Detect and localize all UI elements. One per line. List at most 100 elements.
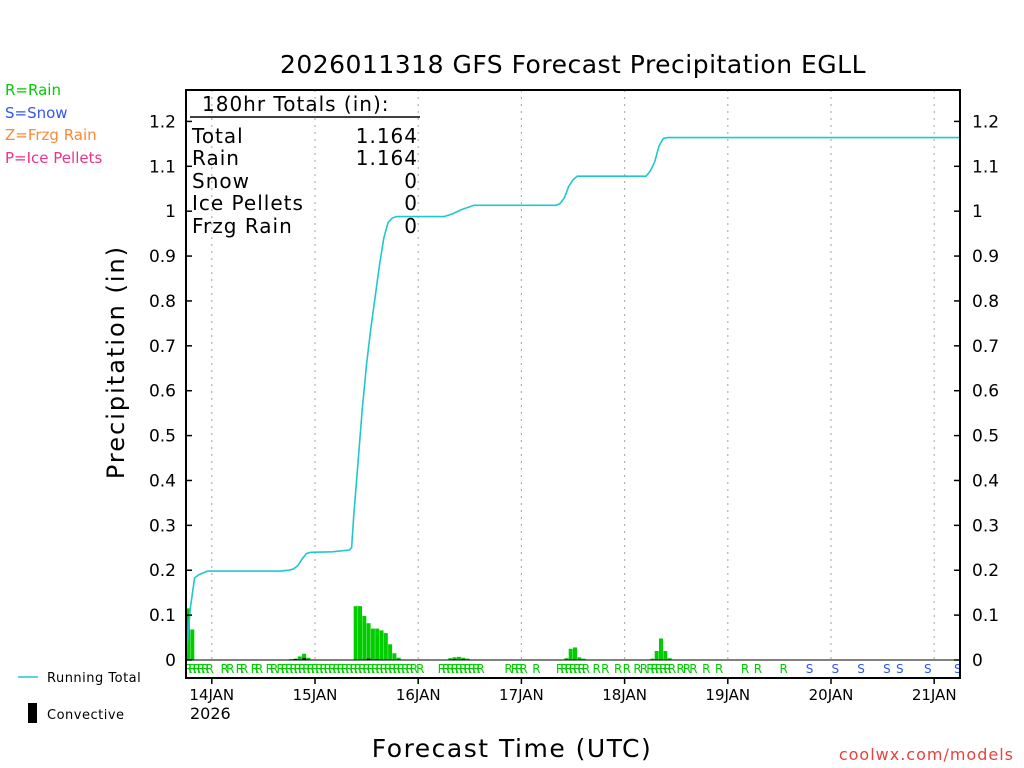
precip-bar [564,658,569,660]
ptype-marker: R [332,662,340,676]
ptype-marker: R [689,662,697,676]
ptype-marker: R [438,662,446,676]
precip-bar [456,656,461,660]
precip-bar [581,658,586,660]
convective-legend-label: Convective [47,708,125,723]
precip-bar [577,657,582,660]
ptype-marker: R [341,662,349,676]
precip-bar [375,628,380,660]
precip-bar [663,651,668,660]
precip-bar [568,648,573,660]
ptype-marker: R [668,662,676,676]
y-tick-label: 0.6 [149,382,176,402]
x-tick-label: 17JAN [499,686,544,704]
ptype-marker: S [857,662,865,676]
ptype-marker: S [883,662,891,676]
ptype-marker: R [345,662,353,676]
ptype-marker: R [397,662,405,676]
ptype-marker: R [350,662,358,676]
y-tick-label: 1.1 [149,157,176,177]
ptype-marker: R [515,662,523,676]
ptype-marker: R [472,662,480,676]
ptype-marker: R [623,662,631,676]
ptype-marker: S [831,662,839,676]
ptype-marker: R [676,662,684,676]
ptype-marker: R [393,662,401,676]
ptype-marker: R [337,662,345,676]
totals-value-rain: 1.164 [356,146,418,170]
ptype-marker: R [577,662,585,676]
y-tick-label: 0.4 [149,471,176,491]
ptype-marker: R [294,662,302,676]
y-tick-label-right: 0.1 [972,606,999,626]
y-tick-label-right: 0.3 [972,516,999,536]
ptype-marker: R [255,662,263,676]
ptype-marker: R [236,662,244,676]
ptype-marker: S [924,662,932,676]
y-tick-label: 0.8 [149,292,176,312]
ptype-marker: R [519,662,527,676]
totals-label-rain: Rain [192,146,240,170]
ptype-marker: R [401,662,409,676]
ptype-marker: R [384,662,392,676]
ptype-marker: R [646,662,654,676]
ptype-marker: R [276,662,284,676]
x-tick-label: 14JAN [189,686,234,704]
ptype-marker: R [582,662,590,676]
totals-header: 180hr Totals (in): [202,92,390,116]
ptype-marker: R [201,662,209,676]
ptype-marker: R [592,662,600,676]
ptype-marker: R [455,662,463,676]
credit-text: coolwx.com/models [838,745,1014,764]
ptype-marker: R [655,662,663,676]
precip-bar [358,606,362,660]
y-tick-label-right: 0.2 [972,561,999,581]
grid-layer [211,90,935,660]
ptype-marker: R [380,662,388,676]
ptype-marker: R [663,662,671,676]
ptype-marker: R [511,662,519,676]
running-total-layer [185,136,960,661]
precip-bar [366,623,371,660]
y-tick-label-right: 0.4 [972,471,999,491]
ptype-marker: R [375,662,383,676]
ptype-marker: R [367,662,375,676]
x-tick-label: 16JAN [396,686,441,704]
ptype-marker: S [896,662,904,676]
precip-bar [388,644,393,660]
y-tick-label-right: 0.5 [972,427,999,447]
y-tick-label-right: 1 [972,202,983,222]
ptype-marker: S [806,662,814,676]
x-tick-label: 19JAN [705,686,750,704]
ptype-marker: R [270,662,278,676]
ptype-marker: R [532,662,540,676]
ticks-layer: 14JAN 15JAN 16JAN 17JAN 18JAN 19JAN 20JAN 21JAN… [149,112,999,704]
precip-bar [297,656,302,660]
ptype-marker: R [640,662,648,676]
precip-bar [306,657,311,660]
precip-bar [573,647,577,660]
ptype-marker: R [573,662,581,676]
precip-bar [302,653,307,660]
precip-bar [370,628,375,660]
ptype-marker: R [463,662,471,676]
running-total-legend-label: Running Total [47,671,141,686]
totals-value-frzg-rain: 0 [404,214,418,238]
precip-bar [667,658,672,660]
y-tick-label: 0.7 [149,337,176,357]
ptype-marker: R [251,662,259,676]
ptype-marker: R [556,662,564,676]
ptype-marker: R [324,662,332,676]
ptype-marker: R [651,662,659,676]
y-tick-label: 0.5 [149,427,176,447]
ptype-marker: R [446,662,454,676]
ptype-marker: R [205,662,213,676]
precip-bar [654,651,659,660]
y-tick-label: 0.2 [149,561,176,581]
y-tick-label: 0.1 [149,606,176,626]
precip-bar [461,657,466,660]
precip-bar [190,629,195,660]
ptype-marker: R [633,662,641,676]
ptype-marker: R [289,662,297,676]
ptype-marker: R [614,662,622,676]
